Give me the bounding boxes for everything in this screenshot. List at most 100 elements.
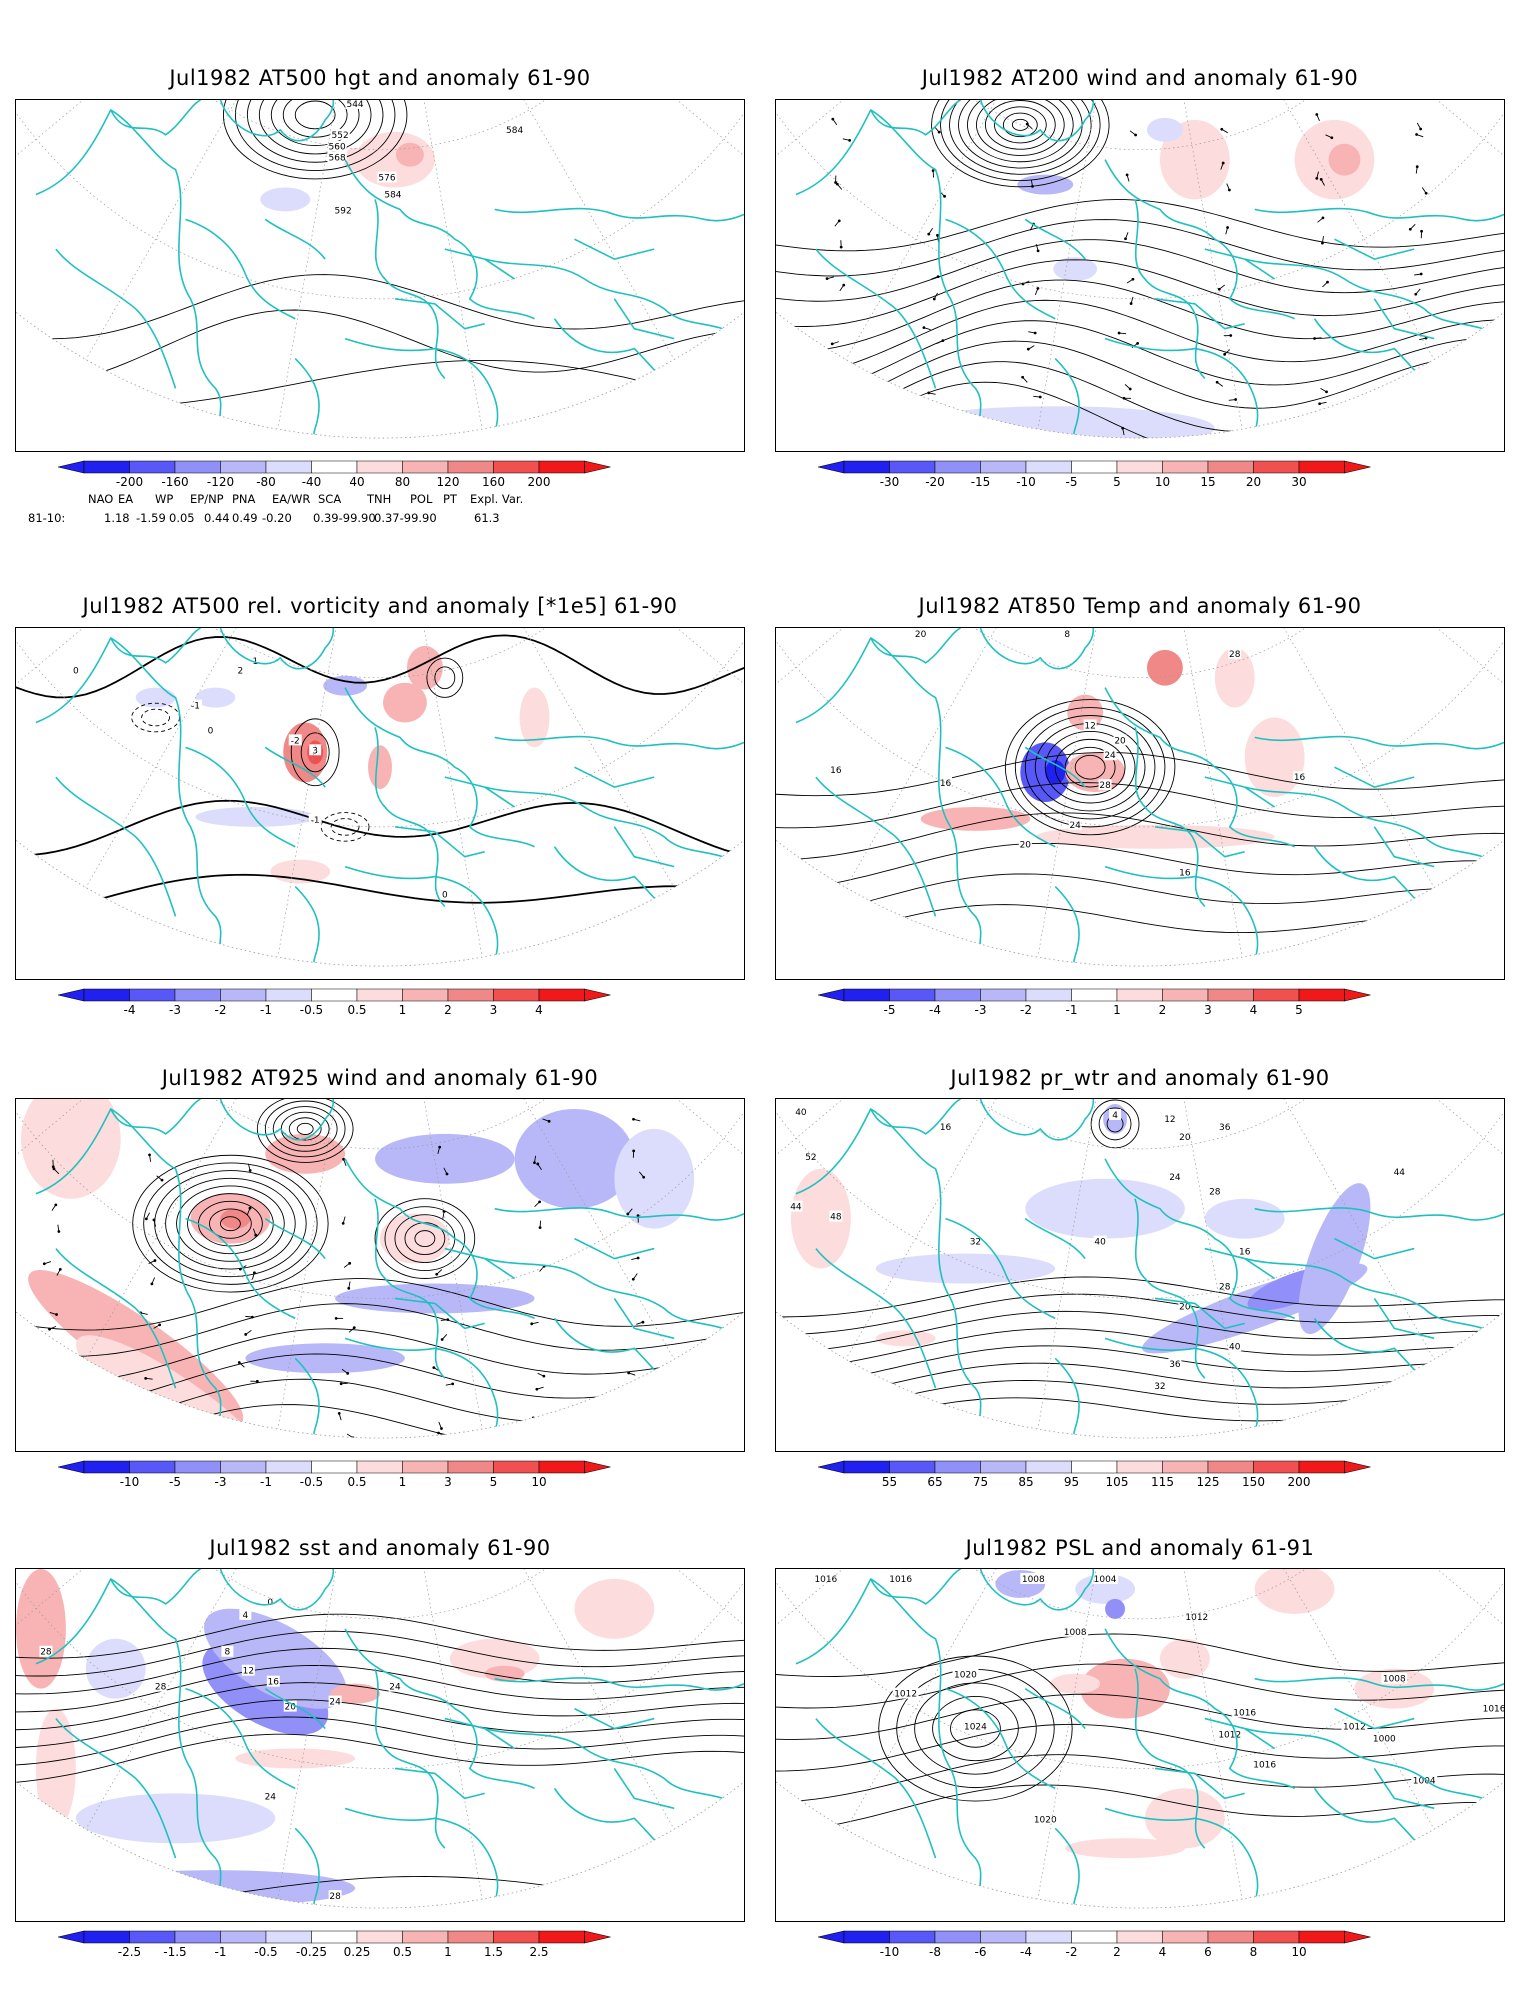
wind-arrow-head [144,1376,148,1380]
meridian [1037,100,1141,430]
contour [993,106,1047,144]
coastline [484,1727,744,1809]
anomaly-shading [406,645,443,690]
meridian [85,1099,381,1360]
contour-label: 1004 [1413,1776,1436,1786]
colorbar-box [1207,1930,1254,1944]
anomaly-shading [1244,717,1305,798]
colorbar-arrow-left [57,460,85,474]
contour [776,199,1504,252]
colorbar-arrow-left [817,1930,845,1944]
colorbar-arrow-left [57,1930,85,1944]
colorbar-temp850: -5 -4 -3 -2 -1 1 2 3 4 5 [817,988,1466,1017]
contour-label-bg [1231,1706,1258,1718]
contour-label: 28 [1229,650,1241,660]
contour-label: 1004 [1094,1575,1117,1585]
contour-label: 16 [1179,869,1191,879]
wind-arrow-head [936,275,940,278]
anomaly-shading [1204,1198,1285,1239]
coastline [1373,826,1435,868]
contour-label-bg [1293,771,1307,783]
map-svg: 28 28 8 12 16 20 24 4 0 24 24 28 [16,1569,744,1909]
wind-arrow-head [837,219,841,223]
contour-label: -1 [191,702,200,712]
colorbar-box [934,1460,981,1474]
wind-arrow-head [152,1218,156,1222]
wind-arrow [49,1422,55,1429]
map-svg: 0-112-230-10 [16,628,744,967]
panel-title: Jul1982 pr_wtr and anomaly 61-90 [950,1066,1330,1090]
panel-wind200: Jul1982 AT200 wind and anomaly 61-90 -30… [760,0,1520,560]
anomaly-shading [20,1099,121,1199]
anomaly-shading [1050,1673,1101,1694]
colorbar-box [1071,988,1118,1002]
anomaly-shading [16,1569,66,1689]
wind-arrow-head [927,232,931,236]
index-value: 0.39-99.90 [313,511,376,525]
contour-label-bg [330,128,350,140]
contour [776,1310,1504,1354]
contour [1054,738,1126,796]
wind-arrow-head [255,1379,259,1383]
colorbar-box [129,1460,176,1474]
colorbar-arrow-left [57,988,85,1002]
wind-arrow-head [242,1426,246,1430]
meridian [379,100,483,430]
latitude-circle [16,628,744,828]
colorbar-svg: -30 -20 -15 -10 -5 5 10 15 20 30 [817,460,1371,489]
colorbar-box [889,1930,936,1944]
latitude-circle [16,1569,744,1769]
colorbar-box [1253,988,1300,1002]
colorbar-tick-label: -0.25 [296,1945,327,1959]
wind-arrow-head [1215,380,1219,384]
contour [1074,754,1106,780]
coastline [444,248,516,280]
contour [1098,1107,1132,1141]
colorbar-box [1071,460,1118,474]
contour-label: 1012 [894,1690,917,1700]
meridian [845,628,1141,888]
meridian [1139,1569,1243,1900]
colorbar-tick-label: -1 [260,1475,272,1489]
coastline [219,628,335,670]
contour-label-bg [1183,1610,1210,1622]
colorbar-box [538,1460,585,1474]
contour-label-bg [234,664,247,676]
colorbar-tick-label: 200 [528,475,551,489]
coastline [553,846,715,938]
contour [296,1122,314,1135]
colorbar-box [1025,988,1072,1002]
colorbar-tick-label: 5 [490,1475,498,1489]
contour-label: 16 [940,1123,952,1133]
meridian [1139,628,1243,958]
contour-label-bg [239,1608,252,1620]
colorbar-psl: -10 -8 -6 -4 -2 2 4 6 8 10 [817,1930,1466,1959]
colorbar-tick-label: -3 [975,1003,987,1017]
colorbar-box [889,1460,936,1474]
meridian [1139,628,1435,888]
colorbar-tick-label: -10 [1016,475,1036,489]
colorbar-box [265,460,312,474]
colorbar-tick-label: 10 [1155,475,1170,489]
anomaly-shading [323,675,368,696]
coastline [1154,1767,1245,1800]
index-value: 0.05 [169,511,195,525]
colorbar-box [447,1930,494,1944]
contour-label-bg [1163,1112,1177,1124]
anomaly-shading [1025,1178,1185,1239]
colorbar-box [129,988,176,1002]
anomaly-shading [1214,647,1255,708]
contour-label: 552 [332,131,349,141]
coastline [1104,865,1259,967]
coastline [945,1217,1056,1320]
colorbar-tick-label: -5 [1066,475,1078,489]
contour-label: 1016 [814,1575,837,1585]
anomaly-shading [245,1343,405,1374]
wind-arrow [532,1417,537,1425]
wind-arrow-head [531,1416,535,1420]
contour-label: 3 [312,746,318,756]
contour-label: 20 [285,1703,297,1713]
wind-arrow-head [437,1431,440,1435]
coastline [870,628,961,664]
coastline [553,1317,715,1409]
